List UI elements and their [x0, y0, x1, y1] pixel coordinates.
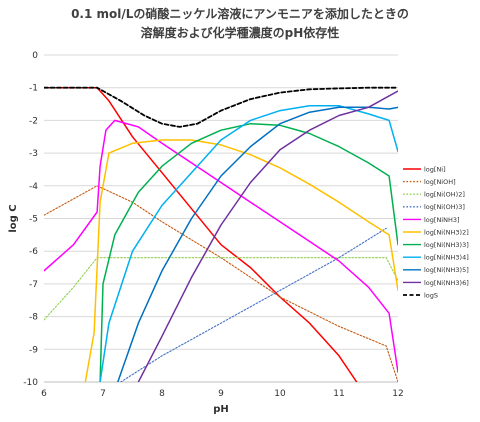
legend: log[Ni] log[NiOH] log[Ni(OH)2] log[Ni(OH)3]… [403, 165, 469, 299]
series-line-9 [138, 91, 398, 382]
y-axis-title: log C [8, 204, 19, 232]
legend-label: log[Ni(NH3)4] [424, 254, 469, 262]
chart-title: 0.1 mol/Lの硝酸ニッケル溶液にアンモニアを添加したときの溶解度および化学… [71, 6, 409, 40]
y-tick-label: -1 [29, 84, 38, 94]
y-tick-label: -6 [29, 247, 38, 257]
grid [44, 55, 398, 382]
legend-label: logS [424, 291, 438, 299]
chart-title-line: 0.1 mol/Lの硝酸ニッケル溶液にアンモニアを添加したときの [71, 6, 409, 21]
y-tick-label: -10 [23, 378, 38, 388]
legend-label: log[NiNH3] [424, 216, 460, 224]
x-tick-label: 9 [218, 389, 224, 399]
x-tick-label: 12 [392, 389, 403, 399]
legend-label: log[Ni(NH3)5] [424, 266, 469, 274]
legend-label: log[NiOH] [424, 178, 456, 186]
chart-title-line: 溶解度および化学種濃度のpH依存性 [141, 25, 340, 40]
y-tick-label: -7 [29, 280, 38, 290]
y-tick-label: -3 [29, 149, 38, 159]
series [44, 88, 398, 382]
legend-label: log[Ni(NH3)6] [424, 279, 469, 287]
x-tick-label: 7 [100, 389, 106, 399]
x-tick-label: 10 [274, 389, 286, 399]
y-tick-label: -2 [29, 116, 38, 126]
legend-label: log[Ni(NH3)2] [424, 228, 469, 236]
y-tick-label: -9 [29, 345, 38, 355]
x-axis-title: pH [213, 404, 229, 415]
legend-label: log[Ni] [424, 165, 446, 173]
x-tick-label: 11 [333, 389, 344, 399]
y-tick-label: -8 [29, 313, 38, 323]
legend-label: log[Ni(OH)2] [424, 191, 465, 199]
y-tick-label: -5 [29, 215, 38, 225]
axes: 0 -1 -2 -3 -4 -5 -6 -7 -8 -9 -106 7 8 9 10 11 12 pH log C [8, 51, 404, 415]
x-tick-label: 8 [159, 389, 165, 399]
legend-label: log[Ni(OH)3] [424, 203, 465, 211]
series-line-6 [100, 124, 398, 382]
legend-label: log[Ni(NH3)3] [424, 241, 469, 249]
y-tick-label: -4 [29, 182, 38, 192]
y-tick-label: 0 [32, 51, 38, 61]
series-line-0 [44, 88, 357, 382]
series-line-4 [44, 120, 398, 372]
x-tick-label: 6 [41, 389, 47, 399]
